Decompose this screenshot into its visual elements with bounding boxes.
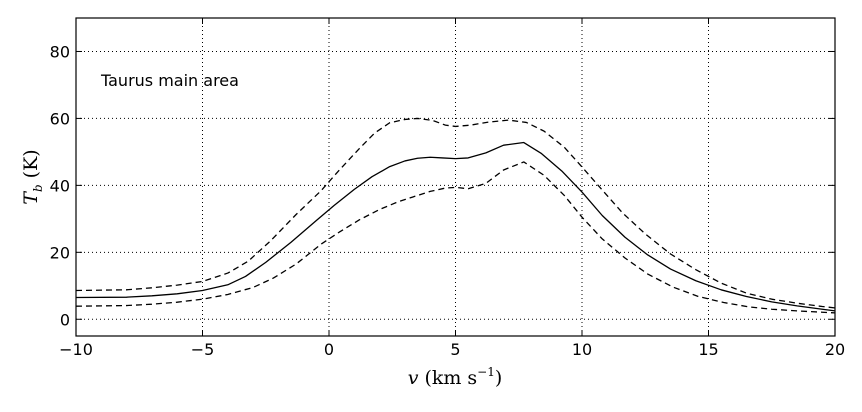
annotation-label: Taurus main area	[100, 71, 239, 90]
x-axis-label-unit: (km s	[424, 367, 477, 389]
x-axis-label: v (km s−1)	[408, 365, 503, 389]
y-axis-label-unit: (K)	[20, 149, 42, 178]
ticks: −10 −5 0 5 10 15 20 0 20 40 60 80	[50, 18, 845, 359]
y-tick-label: 0	[60, 310, 70, 329]
grid	[76, 18, 835, 336]
series-line-solid-0	[75, 141, 836, 312]
y-axis-label-symbol: T	[20, 191, 42, 205]
series-line-dashed-2	[75, 161, 836, 314]
x-tick-label: 0	[324, 340, 334, 359]
plot-frame	[75, 17, 836, 337]
y-axis-label-subscript: b	[31, 184, 45, 192]
y-tick-label: 40	[50, 176, 70, 195]
x-axis-label-symbol: v	[408, 367, 419, 389]
x-tick-label: 20	[825, 340, 845, 359]
series-layer	[75, 117, 836, 314]
y-tick-label: 80	[50, 42, 70, 61]
x-tick-label: −10	[59, 340, 93, 359]
x-tick-label: −5	[191, 340, 215, 359]
y-axis-label: Tb (K)	[20, 149, 45, 204]
x-tick-label: 15	[698, 340, 718, 359]
y-tick-label: 20	[50, 243, 70, 262]
x-tick-label: 5	[450, 340, 460, 359]
x-axis-label-close: )	[495, 367, 502, 389]
y-tick-label: 60	[50, 109, 70, 128]
x-axis-label-exponent: −1	[477, 365, 495, 379]
series-line-dashed-1	[75, 117, 836, 309]
x-tick-label: 10	[572, 340, 592, 359]
